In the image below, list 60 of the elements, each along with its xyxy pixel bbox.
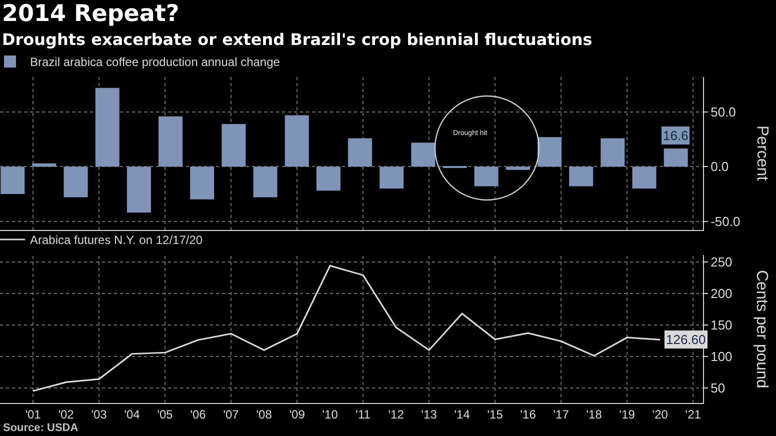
legend-label: Arabica futures N.Y. on 12/17/20	[30, 233, 203, 248]
y-axis-title: Percent	[754, 126, 770, 182]
bar	[253, 166, 278, 198]
bar	[158, 116, 183, 167]
bar	[569, 166, 594, 186]
x-tick-label: '09	[289, 407, 306, 422]
bar	[95, 88, 120, 167]
y-tick-label: 100	[710, 348, 732, 364]
x-tick-label: '15	[487, 407, 504, 422]
y-tick-label: 0.0	[710, 159, 729, 174]
bar	[538, 137, 562, 167]
x-tick-label: '17	[553, 407, 570, 422]
x-tick-label: '16	[520, 407, 536, 422]
data-label: 16.6	[663, 128, 688, 143]
x-tick-label: '07	[223, 407, 240, 422]
bar	[506, 166, 530, 170]
bar	[0, 166, 25, 194]
bar	[474, 166, 498, 186]
chart-title: 2014 Repeat?	[2, 1, 180, 27]
x-tick-label: '01	[25, 407, 42, 422]
bar	[600, 138, 625, 167]
y-tick-label: 150	[710, 317, 732, 332]
bar	[632, 166, 656, 188]
x-tick-label: '20	[652, 407, 668, 422]
bar	[126, 166, 151, 213]
bar	[380, 166, 404, 188]
bar	[190, 166, 214, 200]
x-tick-label: '13	[421, 407, 438, 422]
source-note: Source: USDA	[3, 422, 78, 434]
x-tick-label: '06	[190, 407, 206, 422]
x-tick-label: '02	[58, 407, 74, 422]
x-tick-label: '21	[685, 407, 702, 422]
chart-subtitle: Droughts exacerbate or extend Brazil's crop biennial fluctuations	[2, 30, 592, 49]
y-tick-label: 200	[710, 286, 732, 301]
x-tick-label: '14	[454, 407, 470, 422]
y-tick-label: 50	[710, 380, 726, 396]
x-tick-label: '10	[322, 407, 338, 422]
bar	[222, 124, 246, 167]
x-tick-label: '05	[157, 407, 174, 422]
y-tick-label: -50.0	[710, 214, 740, 229]
legend-label: Brazil arabica coffee production annual change	[30, 55, 280, 70]
x-tick-label: '03	[91, 407, 108, 422]
bar	[316, 166, 340, 191]
bar	[348, 138, 372, 167]
bar	[411, 142, 436, 167]
x-tick-label: '08	[256, 407, 272, 422]
x-tick-label: '11	[356, 407, 371, 422]
y-tick-label: 50.0	[710, 104, 736, 120]
y-axis-title: Cents per pound	[753, 270, 770, 388]
y-tick-label: 250	[710, 254, 732, 270]
data-label: 126.60	[666, 332, 706, 347]
bar	[664, 148, 688, 167]
x-tick-label: '19	[619, 407, 636, 422]
bar	[32, 163, 56, 167]
line-series	[32, 264, 661, 392]
x-tick-label: '18	[586, 407, 602, 422]
x-tick-label: '12	[388, 407, 404, 422]
x-tick-label: '04	[124, 407, 140, 422]
bar	[64, 166, 88, 198]
bar	[284, 115, 309, 167]
